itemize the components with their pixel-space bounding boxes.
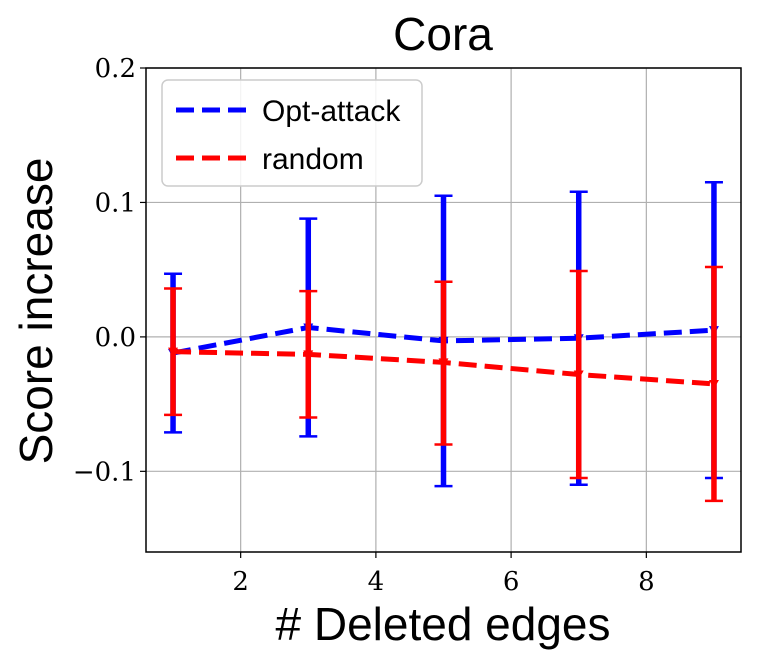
x-tick-label: 2 (232, 567, 249, 597)
legend-label: random (262, 143, 364, 176)
y-tick-label: 0.2 (95, 54, 136, 84)
x-tick-label: 8 (638, 567, 655, 597)
data-point (708, 379, 719, 389)
series-layer (164, 181, 723, 503)
data-point (168, 347, 179, 357)
x-axis-label: # Deleted edges (275, 598, 610, 650)
legend: Opt-attack random (161, 79, 423, 187)
data-point (438, 358, 449, 368)
legend-label: Opt-attack (262, 95, 401, 128)
series-random (164, 265, 723, 503)
ticks: 2 4 6 8 −0.1 0.0 0.1 0.2 (73, 54, 655, 597)
data-point (303, 350, 314, 360)
y-axis-label: Score increase (10, 158, 62, 465)
x-tick-label: 6 (503, 567, 520, 597)
chart-title: Cora (393, 8, 493, 60)
plot-frame (145, 67, 742, 553)
y-tick-label: 0.0 (95, 323, 136, 353)
y-tick-label: −0.1 (73, 457, 136, 487)
x-tick-label: 4 (368, 567, 385, 597)
y-tick-label: 0.1 (95, 188, 136, 218)
legend-box (161, 79, 423, 187)
data-point (573, 370, 584, 380)
